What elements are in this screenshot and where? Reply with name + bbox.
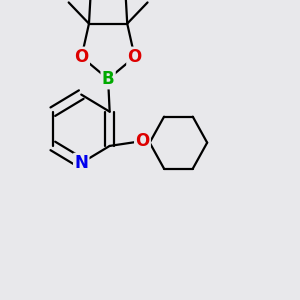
Text: O: O	[74, 48, 89, 66]
Text: O: O	[135, 132, 150, 150]
Text: B: B	[102, 70, 114, 88]
Text: N: N	[74, 154, 88, 172]
Text: O: O	[128, 48, 142, 66]
